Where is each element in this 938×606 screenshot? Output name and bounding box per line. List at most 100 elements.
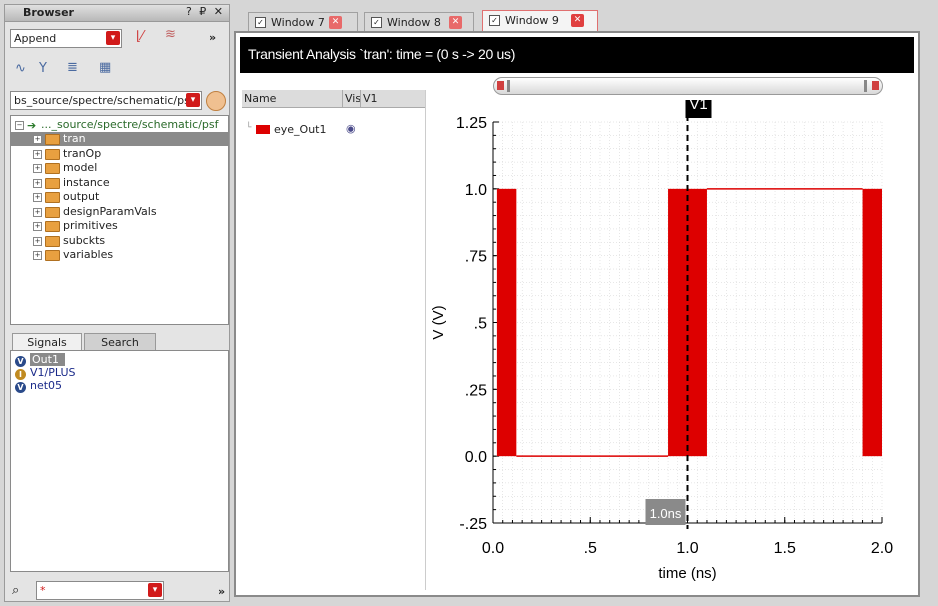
tree-item-output[interactable]: + output <box>11 190 228 204</box>
browser-panel: Browser ? ₽ ✕ Append ▾ ⌊⁄ ≋ » ∿ Y ≣ ▦ bs… <box>4 4 230 602</box>
expand-icon[interactable]: + <box>33 164 42 173</box>
legend-signal-name[interactable]: eye_Out1 <box>274 123 327 136</box>
y-axis-icon[interactable]: Y <box>39 61 47 76</box>
plot-icon[interactable]: ⌊⁄ <box>136 29 144 44</box>
close-icon[interactable]: ✕ <box>449 16 462 29</box>
folder-open-icon[interactable] <box>206 91 226 111</box>
mode-dropdown-icon[interactable]: ▾ <box>106 31 120 45</box>
signal-item[interactable]: V Out1 <box>15 353 65 367</box>
window-checkbox-icon[interactable]: ✓ <box>371 17 382 28</box>
tree-item-tran[interactable]: + tran <box>11 132 228 146</box>
trace-color-swatch[interactable] <box>256 125 270 134</box>
scroll-right-icon[interactable] <box>872 81 879 90</box>
y-tick-label: 1.0 <box>465 182 487 199</box>
tab-window-9-label: Window 9 <box>505 14 559 27</box>
folder-icon <box>45 134 60 145</box>
browser-window-controls[interactable]: ? ₽ ✕ <box>185 5 225 18</box>
expand-icon[interactable]: + <box>33 149 42 159</box>
signal-name: V1/PLUS <box>30 366 76 379</box>
x-tick-label: 1.5 <box>774 540 796 557</box>
close-icon[interactable]: ✕ <box>571 14 584 27</box>
legend-header: Name Vis V1 <box>242 90 425 108</box>
window-checkbox-icon[interactable]: ✓ <box>489 15 500 26</box>
y-tick-label: -.25 <box>459 516 487 533</box>
tree-root-label: ..._source/spectre/schematic/psf <box>41 118 219 131</box>
voltage-signal-icon: V <box>15 356 26 367</box>
list-icon[interactable]: ≣ <box>67 60 78 75</box>
tree-item-designParamVals[interactable]: + designParamVals <box>11 205 228 219</box>
expand-icon[interactable]: + <box>33 222 42 231</box>
path-dropdown-icon[interactable]: ▾ <box>186 93 200 107</box>
grid-icon[interactable]: ▦ <box>99 60 112 75</box>
tree-item-tranOp[interactable]: + tranOp <box>11 147 228 161</box>
scroll-handle-right[interactable] <box>864 80 867 92</box>
search-input[interactable]: * ▾ <box>36 581 164 600</box>
folder-icon <box>45 192 60 203</box>
y-tick-label: .75 <box>465 249 487 266</box>
results-tree: − ➔ ..._source/spectre/schematic/psf + tr… <box>10 115 229 325</box>
search-dropdown-icon[interactable]: ▾ <box>148 583 162 597</box>
plot-title: Transient Analysis `tran': time = (0 s -… <box>248 46 516 62</box>
more-icon[interactable]: » <box>209 31 217 44</box>
transient-plot[interactable]: 1.25 1.0 .75 .5 .25 0.0 -.25 0.0 .5 1.0 1.5 2.0 time… <box>426 100 916 590</box>
trace-band[interactable] <box>862 188 882 457</box>
search-input-value: * <box>40 584 46 597</box>
trace-band[interactable] <box>668 188 707 457</box>
x-axis-label: time (ns) <box>658 565 716 582</box>
search-more-icon[interactable]: » <box>218 585 226 598</box>
tree-item-label: variables <box>63 248 114 261</box>
search-icon[interactable]: ⌕ <box>12 583 20 598</box>
trace-band[interactable] <box>496 188 517 457</box>
results-icon: ➔ <box>27 119 37 132</box>
tree-item-primitives[interactable]: + primitives <box>11 219 228 233</box>
tree-item-subckts[interactable]: + subckts <box>11 234 228 248</box>
x-tick-label: 0.0 <box>482 540 504 557</box>
expand-icon[interactable]: + <box>33 178 42 188</box>
expand-icon[interactable]: + <box>33 251 42 260</box>
expand-icon[interactable]: + <box>33 135 42 144</box>
tab-window-7[interactable]: ✓ Window 7 ✕ <box>248 12 358 32</box>
tab-search[interactable]: Search <box>84 333 156 351</box>
folder-icon <box>45 250 60 261</box>
scroll-left-icon[interactable] <box>497 81 504 90</box>
signal-item[interactable]: I V1/PLUS <box>15 366 76 380</box>
tree-root[interactable]: − ➔ ..._source/spectre/schematic/psf <box>11 118 228 132</box>
folder-icon <box>45 177 60 189</box>
eye-visibility-icon[interactable]: ◉ <box>346 122 356 135</box>
expand-icon[interactable]: + <box>33 193 42 202</box>
x-tick-label: .5 <box>584 540 597 557</box>
tree-item-label: model <box>63 161 98 174</box>
mode-combo-value: Append <box>14 32 57 45</box>
tree-item-model[interactable]: + model <box>11 161 228 175</box>
expand-icon[interactable]: + <box>33 236 42 246</box>
legend-col-v1: V1 <box>360 90 378 107</box>
tab-window-8[interactable]: ✓ Window 8 ✕ <box>364 12 474 32</box>
folder-icon <box>45 235 60 247</box>
tab-window-9[interactable]: ✓ Window 9 ✕ <box>482 10 598 32</box>
close-icon[interactable]: ✕ <box>329 16 342 29</box>
tree-item-label: primitives <box>63 219 118 232</box>
collapse-icon[interactable]: − <box>15 121 24 130</box>
browser-title-bar: Browser ? ₽ ✕ <box>5 5 229 22</box>
expand-icon[interactable]: + <box>33 207 42 217</box>
window-checkbox-icon[interactable]: ✓ <box>255 17 266 28</box>
multi-plot-icon[interactable]: ≋ <box>165 27 176 42</box>
tree-item-variables[interactable]: + variables <box>11 248 228 262</box>
folder-icon <box>45 148 60 160</box>
plot-title-bar: Transient Analysis `tran': time = (0 s -… <box>240 37 914 73</box>
marker-label-box[interactable] <box>685 100 712 118</box>
scroll-handle-left[interactable] <box>507 80 510 92</box>
path-combo[interactable]: bs_source/spectre/schematic/psf ▾ <box>10 91 202 110</box>
scrollbar-track[interactable] <box>493 77 883 95</box>
tab-signals[interactable]: Signals <box>12 333 82 351</box>
wave-icon[interactable]: ∿ <box>15 61 26 76</box>
tree-item-instance[interactable]: + instance <box>11 176 228 190</box>
y-tick-label: .25 <box>465 382 487 399</box>
signal-tabs: Signals Search <box>10 333 229 351</box>
mode-combo[interactable]: Append ▾ <box>10 29 122 48</box>
y-axis-label: V (V) <box>430 305 447 339</box>
x-scrollbar[interactable] <box>493 75 883 97</box>
browser-title: Browser <box>23 6 74 19</box>
